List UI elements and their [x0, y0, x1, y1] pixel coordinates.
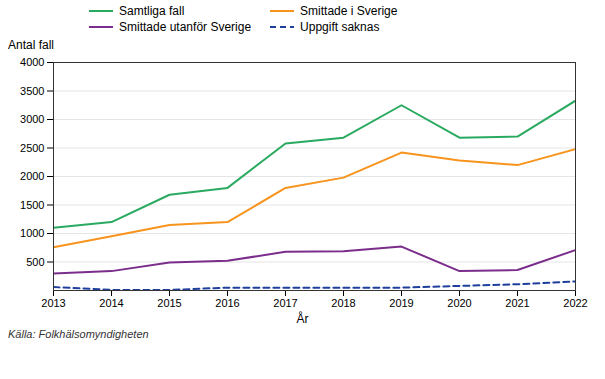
svg-text:1500: 1500 — [20, 199, 44, 211]
svg-text:2013: 2013 — [41, 297, 65, 309]
html-text:Smittade i Sverige: Smittade i Sverige — [300, 4, 398, 18]
svg-text:2500: 2500 — [20, 142, 44, 154]
svg-text:2020: 2020 — [447, 297, 471, 309]
html-text:År: År — [296, 312, 309, 326]
html-text:Samtliga fall: Samtliga fall — [119, 4, 185, 18]
svg-text:2015: 2015 — [157, 297, 181, 309]
svg-text:2019: 2019 — [389, 297, 413, 309]
html-text:Smittade utanför Sverige: Smittade utanför Sverige — [119, 20, 252, 34]
svg-text:2000: 2000 — [20, 170, 44, 182]
svg-text:2017: 2017 — [273, 297, 297, 309]
svg-text:2016: 2016 — [215, 297, 239, 309]
html-text:Källa: Folkhälsomyndigheten: Källa: Folkhälsomyndigheten — [8, 328, 149, 340]
html-text:Uppgift saknas: Uppgift saknas — [300, 20, 380, 34]
svg-text:1000: 1000 — [20, 227, 44, 239]
svg-text:3000: 3000 — [20, 113, 44, 125]
html-text:Antal fall: Antal fall — [8, 38, 54, 52]
svg-text:4000: 4000 — [20, 56, 44, 68]
svg-text:2018: 2018 — [331, 297, 355, 309]
svg-text:2014: 2014 — [99, 297, 123, 309]
svg-text:500: 500 — [26, 256, 44, 268]
svg-text:2021: 2021 — [505, 297, 529, 309]
svg-text:2022: 2022 — [563, 297, 587, 309]
svg-text:3500: 3500 — [20, 85, 44, 97]
